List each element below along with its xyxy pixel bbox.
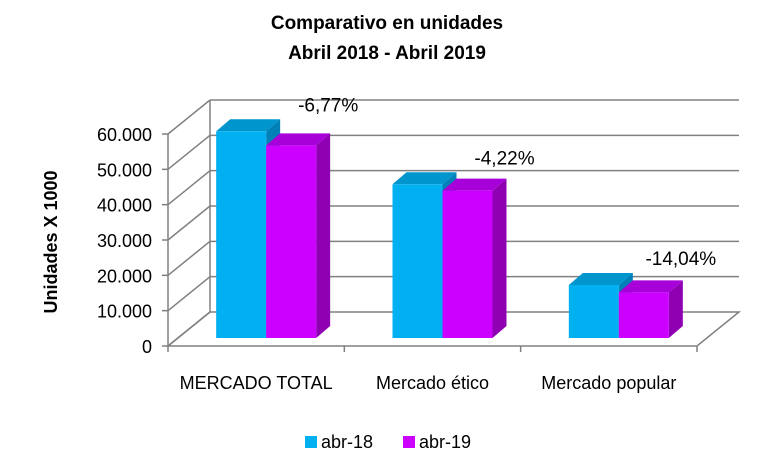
bar-top xyxy=(442,178,507,191)
bar-abr-19-1 xyxy=(442,178,507,338)
data-label: -14,04% xyxy=(645,249,716,270)
bar-top xyxy=(392,172,457,185)
bar-abr-19-0 xyxy=(266,133,331,338)
data-label: -4,22% xyxy=(474,148,534,169)
data-labels: -6,77% -4,22% -14,04% xyxy=(298,95,716,270)
chart-title-line-2: Abril 2018 - Abril 2019 xyxy=(288,43,486,64)
y-tick-label: 20.000 xyxy=(97,266,152,286)
bar-top xyxy=(216,119,281,132)
x-tick-labels: MERCADO TOTAL Mercado ético Mercado popula… xyxy=(180,373,677,393)
bar-front xyxy=(568,285,619,338)
legend: abr-18 abr-19 xyxy=(305,432,471,452)
y-tick-label: 60.000 xyxy=(97,125,152,145)
bar-front xyxy=(442,190,493,338)
axes xyxy=(162,133,698,352)
bar-front xyxy=(392,184,443,338)
bars xyxy=(216,119,683,338)
bar-side xyxy=(492,178,507,338)
y-tick-label: 40.000 xyxy=(97,196,152,216)
bar-top xyxy=(618,280,683,293)
x-tick-label: Mercado popular xyxy=(541,373,676,393)
gridline-side xyxy=(167,276,211,312)
gridline-side xyxy=(167,240,211,276)
bar-abr-18-0 xyxy=(216,119,281,338)
y-tick-label: 30.000 xyxy=(97,231,152,251)
y-tick-label: 50.000 xyxy=(97,160,152,180)
bar-top xyxy=(266,133,331,146)
legend-label-abr-18: abr-18 xyxy=(321,432,373,452)
gridline-side xyxy=(167,311,211,347)
bar-front xyxy=(266,145,317,338)
data-label: -6,77% xyxy=(298,95,358,116)
bar-abr-19-2 xyxy=(618,280,683,338)
gridline-side xyxy=(167,170,211,206)
y-tick-label: 0 xyxy=(142,337,152,357)
x-tick-label: Mercado ético xyxy=(376,373,489,393)
bar-side xyxy=(668,280,683,338)
bar-front xyxy=(216,131,267,338)
bar-top xyxy=(568,273,633,285)
chart-title-line-1: Comparativo en unidades xyxy=(271,13,503,34)
legend-swatch-abr-19 xyxy=(403,436,415,448)
bar-side xyxy=(316,133,331,338)
y-tick-labels: 0 10.000 20.000 30.000 40.000 50.000 60.000 xyxy=(97,125,152,357)
y-axis-label: Unidades X 1000 xyxy=(41,170,61,313)
legend-swatch-abr-18 xyxy=(305,436,317,448)
legend-label-abr-19: abr-19 xyxy=(419,432,471,452)
y-tick-label: 10.000 xyxy=(97,302,152,322)
gridline-side xyxy=(167,205,211,241)
x-tick-label: MERCADO TOTAL xyxy=(180,373,333,393)
gridline-side xyxy=(167,99,211,135)
bar-front xyxy=(618,292,669,338)
gridline-side xyxy=(167,134,211,170)
bar-abr-18-2 xyxy=(568,273,633,338)
